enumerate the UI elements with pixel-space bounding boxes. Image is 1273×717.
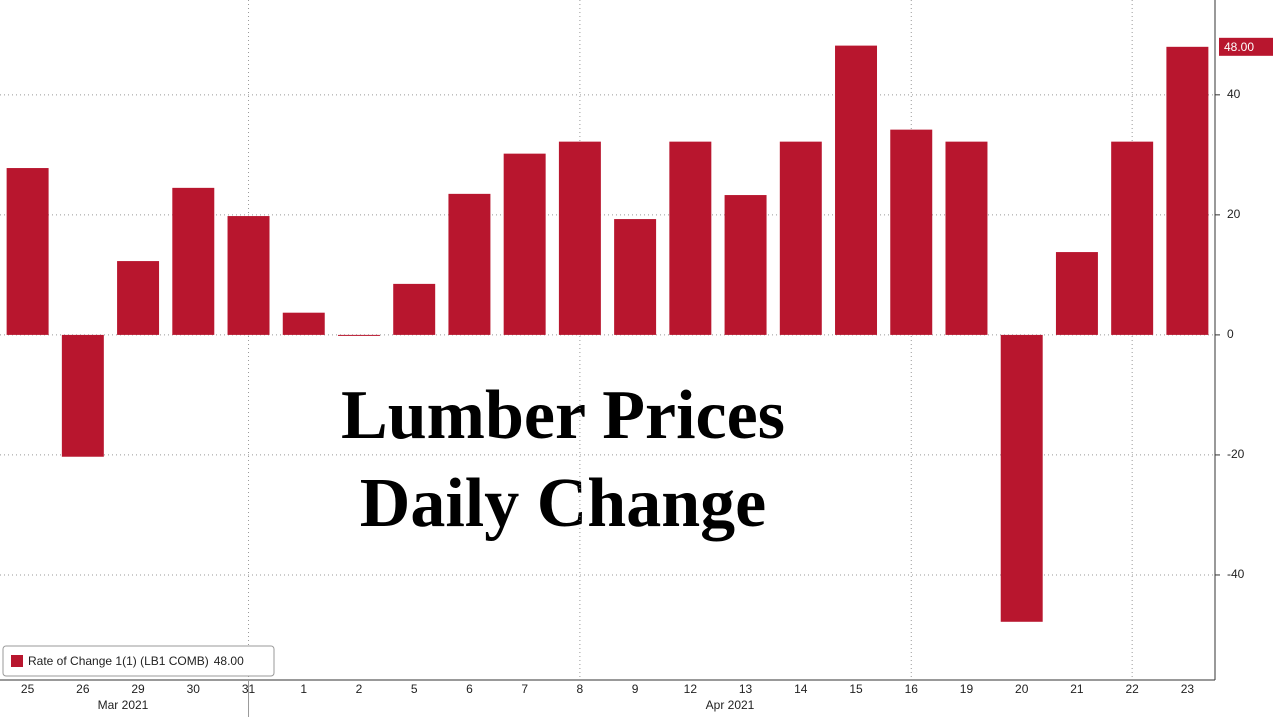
- annotation: Lumber Prices: [341, 377, 785, 454]
- x-tick-label: 8: [577, 682, 584, 696]
- bar: [614, 219, 657, 335]
- x-tick-label: 13: [739, 682, 753, 696]
- bar: [1055, 252, 1098, 335]
- x-tick-label: 23: [1181, 682, 1195, 696]
- x-tick-label: 26: [76, 682, 90, 696]
- y-tick-label: 20: [1227, 207, 1241, 221]
- bar: [282, 312, 325, 335]
- x-tick-label: 14: [794, 682, 808, 696]
- bar: [945, 141, 988, 335]
- bar: [1111, 141, 1154, 335]
- bar: [6, 168, 49, 335]
- x-tick-label: 16: [905, 682, 919, 696]
- bar: [337, 334, 380, 336]
- annotation: Daily Change: [360, 465, 766, 542]
- bar: [724, 195, 767, 335]
- bar: [779, 141, 822, 335]
- x-tick-label: 22: [1125, 682, 1139, 696]
- value-tag: [1219, 37, 1273, 56]
- bar: [227, 216, 270, 335]
- bar: [393, 283, 436, 335]
- x-tick-label: 19: [960, 682, 974, 696]
- bar: [1166, 46, 1209, 335]
- y-tick-label: 0: [1227, 327, 1234, 341]
- bar: [61, 334, 104, 457]
- x-tick-label: 15: [849, 682, 863, 696]
- legend-label: Rate of Change 1(1) (LB1 COMB): [28, 654, 209, 668]
- bar: [890, 129, 933, 335]
- bar: [503, 153, 546, 335]
- legend-value: 48.00: [214, 654, 244, 668]
- x-tick-label: 6: [466, 682, 473, 696]
- legend-swatch: [11, 655, 23, 667]
- x-tick-label: 21: [1070, 682, 1084, 696]
- month-label: Mar 2021: [98, 698, 149, 712]
- x-tick-label: 9: [632, 682, 639, 696]
- month-label: Apr 2021: [706, 698, 755, 712]
- y-tick-label: -20: [1227, 447, 1245, 461]
- bar: [117, 261, 160, 335]
- bar: [172, 187, 215, 335]
- y-tick-label: 40: [1227, 87, 1241, 101]
- x-tick-label: 25: [21, 682, 35, 696]
- bar: [835, 45, 878, 335]
- x-tick-label: 20: [1015, 682, 1029, 696]
- bar: [558, 141, 601, 335]
- bar: [669, 141, 712, 335]
- x-tick-label: 12: [684, 682, 698, 696]
- bar: [1000, 334, 1043, 622]
- x-tick-label: 30: [187, 682, 201, 696]
- x-tick-label: 7: [521, 682, 528, 696]
- x-tick-label: 5: [411, 682, 418, 696]
- y-tick-label: -40: [1227, 567, 1245, 581]
- x-tick-label: 2: [356, 682, 363, 696]
- bar: [448, 193, 491, 335]
- x-tick-label: 1: [300, 682, 307, 696]
- legend-box: [2, 645, 275, 677]
- value-label: 48.00: [1224, 40, 1254, 54]
- x-tick-label: 29: [131, 682, 145, 696]
